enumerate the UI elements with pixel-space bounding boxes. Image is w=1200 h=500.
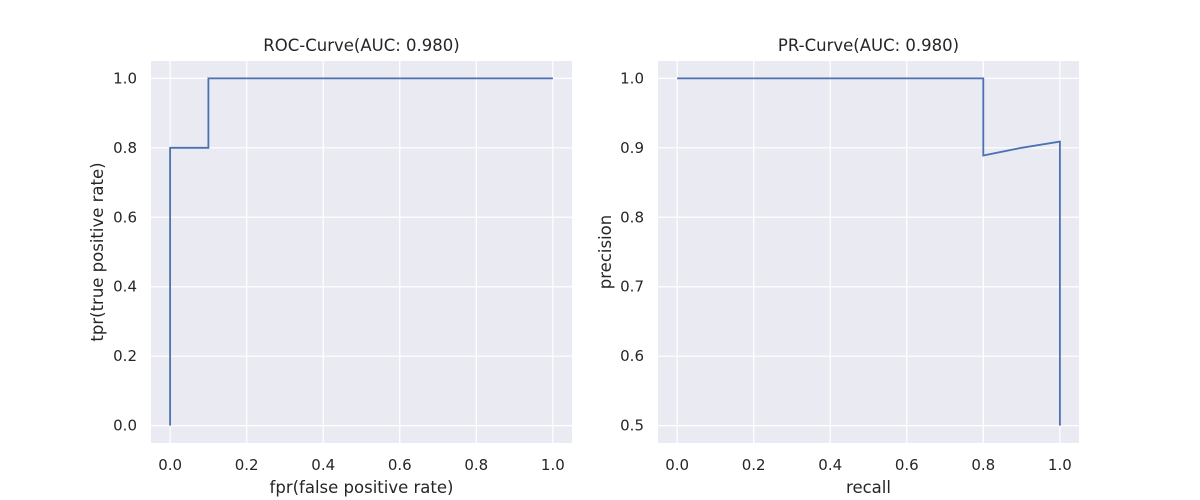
x-tick-label: 0.6 (388, 456, 412, 474)
x-tick-label: 0.8 (464, 456, 488, 474)
pr-x-axis-label: recall (846, 478, 891, 497)
y-tick-label: 0.9 (620, 139, 644, 157)
x-tick-label: 0.2 (235, 456, 259, 474)
pr-x-ticks: 0.0 0.2 0.4 0.6 0.8 1.0 (665, 456, 1072, 474)
y-tick-label: 0.6 (620, 347, 644, 365)
y-tick-label: 0.8 (113, 139, 137, 157)
pr-curve-line (677, 77, 1061, 426)
x-tick-label: 0.0 (158, 456, 182, 474)
y-tick-label: 0.7 (620, 278, 644, 296)
pr-y-axis-label: precision (596, 215, 615, 289)
roc-plot-area (151, 61, 572, 443)
roc-title: ROC-Curve(AUC: 0.980) (263, 36, 459, 55)
y-tick-label: 0.8 (620, 208, 644, 226)
y-tick-label: 0.0 (113, 417, 137, 435)
x-tick-label: 1.0 (541, 456, 565, 474)
x-tick-label: 0.4 (311, 456, 335, 474)
x-tick-label: 0.0 (665, 456, 689, 474)
x-tick-label: 0.2 (742, 456, 766, 474)
roc-curve-line (169, 77, 553, 426)
roc-x-ticks: 0.0 0.2 0.4 0.6 0.8 1.0 (158, 456, 565, 474)
x-tick-label: 1.0 (1048, 456, 1072, 474)
pr-chart: 0.0 0.2 0.4 0.6 0.8 1.0 0.5 0.6 0.7 0.8 0.9 1.0 PR… (596, 36, 1079, 497)
y-tick-label: 0.2 (113, 347, 137, 365)
pr-plot-area (658, 61, 1079, 443)
roc-x-axis-label: fpr(false positive rate) (270, 478, 454, 497)
y-tick-label: 1.0 (620, 69, 644, 87)
y-tick-label: 0.5 (620, 417, 644, 435)
y-tick-label: 1.0 (113, 69, 137, 87)
roc-chart: 0.0 0.2 0.4 0.6 0.8 1.0 0.0 0.2 0.4 0.6 0.8 1.0 RO… (88, 36, 572, 497)
y-tick-label: 0.4 (113, 278, 137, 296)
pr-title: PR-Curve(AUC: 0.980) (778, 36, 959, 55)
x-tick-label: 0.6 (895, 456, 919, 474)
y-tick-label: 0.6 (113, 208, 137, 226)
roc-y-ticks: 0.0 0.2 0.4 0.6 0.8 1.0 (113, 69, 137, 434)
pr-y-ticks: 0.5 0.6 0.7 0.8 0.9 1.0 (620, 69, 644, 434)
x-tick-label: 0.8 (971, 456, 995, 474)
roc-y-axis-label: tpr(true positive rate) (88, 162, 107, 341)
x-tick-label: 0.4 (818, 456, 842, 474)
